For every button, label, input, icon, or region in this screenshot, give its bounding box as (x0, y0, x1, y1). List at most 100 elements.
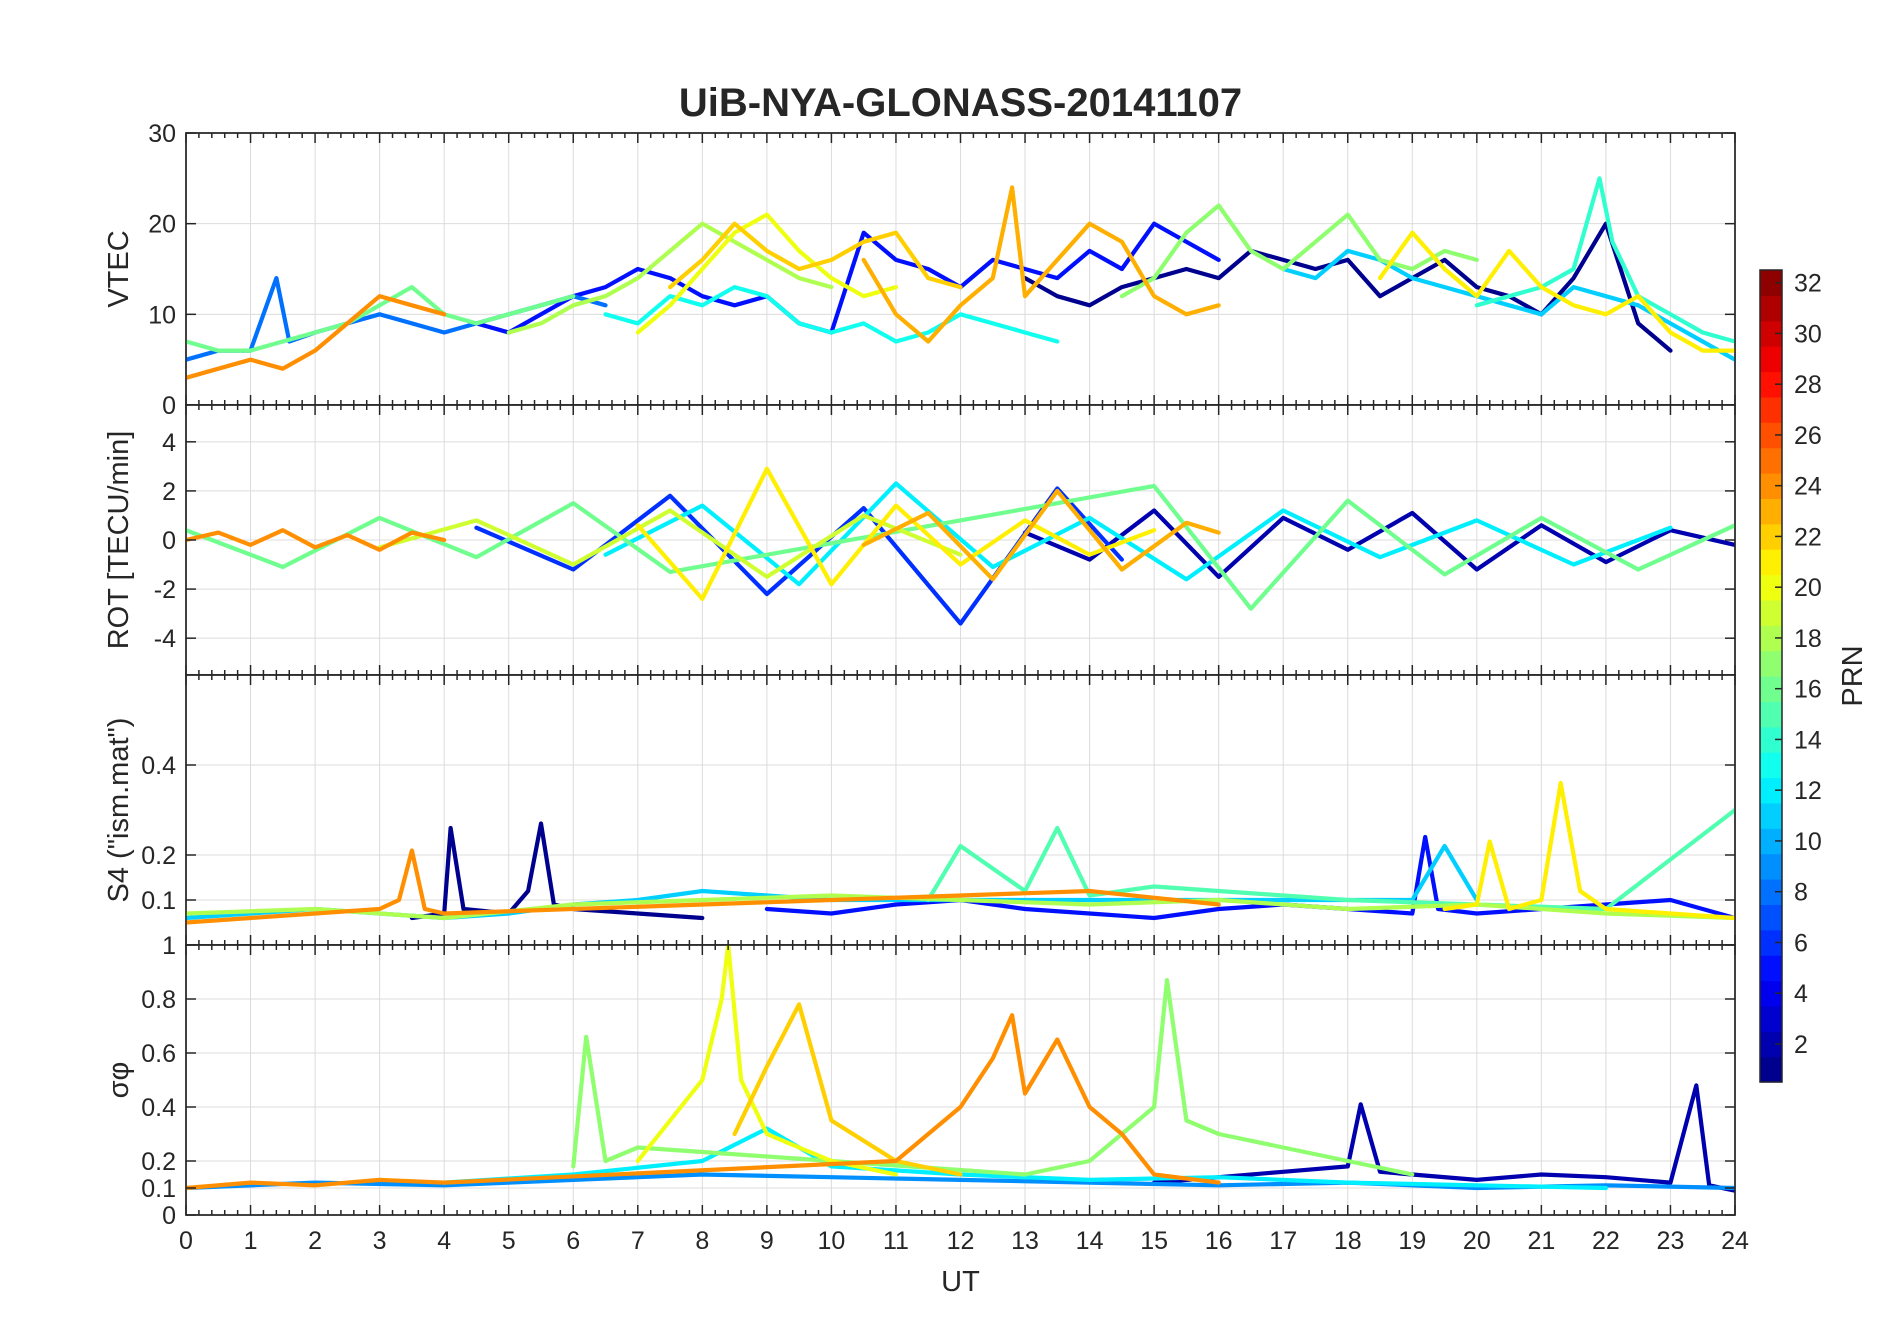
colorbar-segment (1760, 980, 1782, 1007)
colorbar-tick-label: 30 (1794, 320, 1822, 348)
trace-prn-22 (668, 221, 963, 290)
colorbar-frame (1759, 269, 1783, 1083)
x-tick-label: 14 (1076, 1227, 1104, 1255)
y-tick-label: 0.6 (141, 1040, 176, 1068)
y-tick-label: 10 (148, 301, 176, 329)
x-tick-label: 7 (631, 1227, 645, 1255)
x-tick-label: 6 (566, 1227, 580, 1255)
trace-prn-14 (1474, 176, 1735, 344)
y-tick-label: -4 (154, 625, 176, 653)
x-tick-label: 20 (1463, 1227, 1491, 1255)
panel-s4: 0.1 0.2 0.4S4 ("ism.mat") (103, 674, 1736, 946)
colorbar-tick-label: 8 (1794, 879, 1808, 907)
trace-prn-12 (603, 481, 1673, 587)
y-tick-label: 0.2 (141, 1148, 176, 1176)
colorbar-segment (1760, 879, 1782, 905)
x-tick-label: 10 (818, 1227, 846, 1255)
trace-prn-23 (861, 488, 1221, 582)
colorbar-segment (1760, 574, 1782, 601)
y-tick-label: 0.4 (141, 1094, 176, 1122)
x-tick-label: 3 (373, 1227, 387, 1255)
chart-title: UiB-NYA-GLONASS-20141107 (679, 81, 1242, 125)
trace-prn-24 (186, 848, 1221, 925)
y-axis-label: ROT [TECU/min] (103, 431, 135, 650)
x-tick-label: 17 (1269, 1227, 1297, 1255)
y-tick-label: -2 (154, 576, 176, 604)
y-tick-label: 0.2 (141, 842, 176, 870)
x-tick-label: 16 (1205, 1227, 1233, 1255)
colorbar-tick-label: 16 (1794, 676, 1822, 704)
trace-prn-9 (186, 1172, 1735, 1191)
trace-prn-20 (635, 212, 899, 335)
x-tick-label: 0 (179, 1227, 193, 1255)
x-axis: 0 1 2 3 4 5 6 7 8 9 10 11 12 13 14 15 16 17 18 19 20 21 22 23 24 (179, 1227, 1749, 1255)
trace-group (186, 780, 1735, 925)
trace-prn-1 (1022, 221, 1673, 353)
trace-group (186, 176, 1735, 380)
colorbar-segment (1760, 676, 1782, 702)
colorbar-segment (1760, 828, 1782, 855)
panel-rot: -4 -2 0 2 4 ROT [TECU/min] (103, 404, 1736, 676)
colorbar-segment (1760, 295, 1782, 322)
trace-group (186, 945, 1735, 1193)
trace-prn-24 (186, 294, 447, 380)
x-tick-label: 18 (1334, 1227, 1362, 1255)
colorbar-segment (1760, 498, 1782, 525)
trace-prn-21 (635, 466, 1157, 601)
trace-prn-13 (603, 285, 1060, 344)
colorbar-label: PRN (1837, 645, 1869, 706)
colorbar-tick-label: 24 (1794, 473, 1822, 501)
colorbar-segment (1760, 777, 1782, 804)
y-tick-label: 0 (162, 1202, 176, 1230)
colorbar-segment (1760, 1031, 1782, 1058)
colorbar-tick-label: 26 (1794, 422, 1822, 450)
trace-prn-20 (635, 945, 899, 1177)
colorbar-tick-label: 22 (1794, 523, 1822, 551)
trace-prn-2 (1152, 1083, 1735, 1193)
x-tick-label: 11 (883, 1227, 909, 1255)
trace-prn-17 (1119, 203, 1479, 299)
colorbar-segment (1760, 447, 1782, 474)
y-tick-label: 0 (162, 527, 176, 555)
x-tick-label: 24 (1721, 1227, 1749, 1255)
colorbar-tick-label: 10 (1794, 828, 1822, 856)
trace-prn-21 (1442, 780, 1735, 921)
x-tick-label: 5 (502, 1227, 516, 1255)
colorbar-tick-label: 20 (1794, 574, 1822, 602)
y-tick-label: 1 (162, 932, 176, 960)
y-tick-label: 20 (148, 211, 176, 239)
x-tick-label: 1 (244, 1227, 258, 1255)
trace-prn-18 (506, 221, 834, 335)
colorbar-segment (1760, 599, 1782, 626)
panel-vtec: 0 10 20 30 VTEC (103, 120, 1736, 420)
trace-prn-17 (571, 978, 1415, 1177)
colorbar-segment (1760, 371, 1782, 398)
trace-prn-21 (1377, 230, 1735, 353)
trace-prn-5 (474, 221, 1221, 335)
colorbar-segment (1760, 549, 1782, 576)
colorbar-segment (1760, 929, 1782, 956)
colorbar-tick-label: 6 (1794, 929, 1808, 957)
x-tick-label: 23 (1657, 1227, 1685, 1255)
colorbar-tick-label: 12 (1794, 777, 1822, 805)
colorbar-segment (1760, 625, 1782, 652)
y-axis-label: σφ (103, 1062, 135, 1099)
colorbar-segment (1760, 726, 1782, 753)
colorbar-tick-label: 14 (1794, 726, 1822, 754)
y-axis-label: S4 ("ism.mat") (103, 718, 135, 903)
colorbar-segment (1760, 802, 1782, 829)
trace-prn-23 (861, 185, 1221, 344)
colorbar-segment (1760, 422, 1782, 449)
trace-prn-24 (186, 1013, 1221, 1191)
y-axis-label: VTEC (103, 230, 135, 307)
colorbar-segment (1760, 752, 1782, 779)
colorbar-segment (1760, 270, 1782, 296)
x-tick-label: 13 (1011, 1227, 1039, 1255)
colorbar-tick-label: 2 (1794, 1031, 1808, 1059)
x-tick-label: 22 (1592, 1227, 1620, 1255)
x-tick-label: 12 (947, 1227, 975, 1255)
colorbar-segment (1760, 1056, 1782, 1083)
colorbar-segment (1760, 853, 1782, 880)
